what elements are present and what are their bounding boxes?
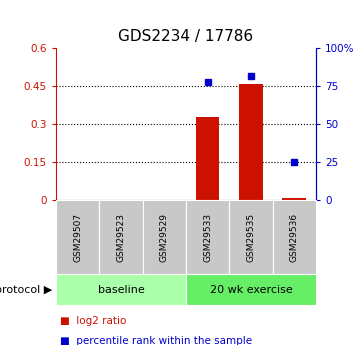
Text: 20 wk exercise: 20 wk exercise — [209, 285, 292, 295]
Title: GDS2234 / 17786: GDS2234 / 17786 — [118, 29, 253, 45]
Text: protocol ▶: protocol ▶ — [0, 285, 52, 295]
Text: GSM29533: GSM29533 — [203, 213, 212, 262]
Bar — [239, 84, 263, 200]
Text: baseline: baseline — [97, 285, 144, 295]
Text: ■  percentile rank within the sample: ■ percentile rank within the sample — [60, 336, 252, 345]
Text: GSM29535: GSM29535 — [247, 213, 255, 262]
Text: GSM29536: GSM29536 — [290, 213, 299, 262]
Text: ■  log2 ratio: ■ log2 ratio — [60, 316, 126, 326]
Text: GSM29507: GSM29507 — [73, 213, 82, 262]
Bar — [282, 198, 306, 200]
Text: GSM29523: GSM29523 — [117, 213, 125, 262]
Bar — [196, 117, 219, 200]
Text: GSM29529: GSM29529 — [160, 213, 169, 262]
